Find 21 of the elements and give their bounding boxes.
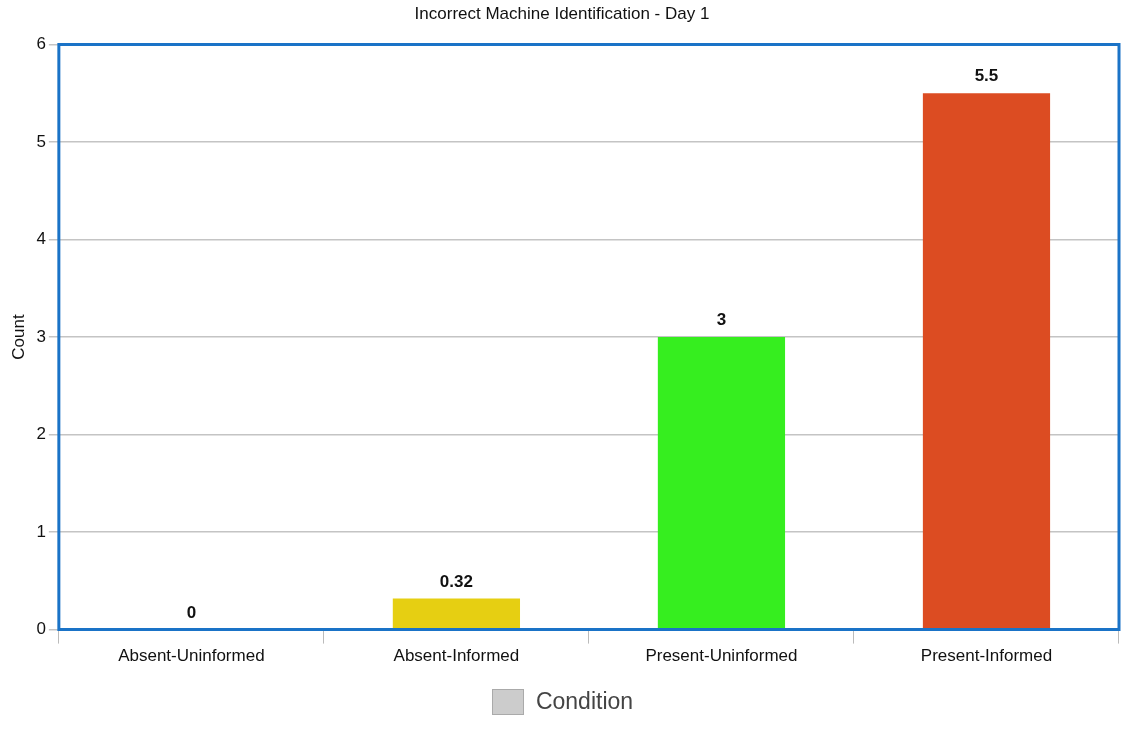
bar	[922, 93, 1051, 629]
y-tick-label: 5	[36, 131, 46, 151]
data-label: 3	[716, 310, 727, 330]
text: Condition	[535, 688, 634, 715]
bar	[657, 337, 786, 629]
y-tick-label: 3	[36, 326, 46, 346]
x-tick-label: Present-Uninformed	[645, 646, 798, 666]
y-tick-label: 0	[36, 619, 46, 639]
data-label: 5.5	[974, 66, 999, 86]
y-tick-label: 2	[36, 424, 46, 444]
bar	[392, 598, 521, 629]
y-tick-label: 1	[36, 521, 46, 541]
chart-title: Incorrect Machine Identification - Day 1	[414, 3, 710, 23]
x-tick-label: Absent-Informed	[393, 646, 520, 666]
x-tick-label: Present-Informed	[920, 646, 1053, 666]
y-axis-title: Count	[8, 314, 28, 360]
y-tick-label: 6	[36, 34, 46, 54]
x-tick-label: Absent-Uninformed	[118, 646, 265, 666]
y-tick-label: 4	[36, 229, 46, 249]
data-label: 0	[186, 602, 197, 622]
data-label: 0.32	[439, 571, 473, 591]
